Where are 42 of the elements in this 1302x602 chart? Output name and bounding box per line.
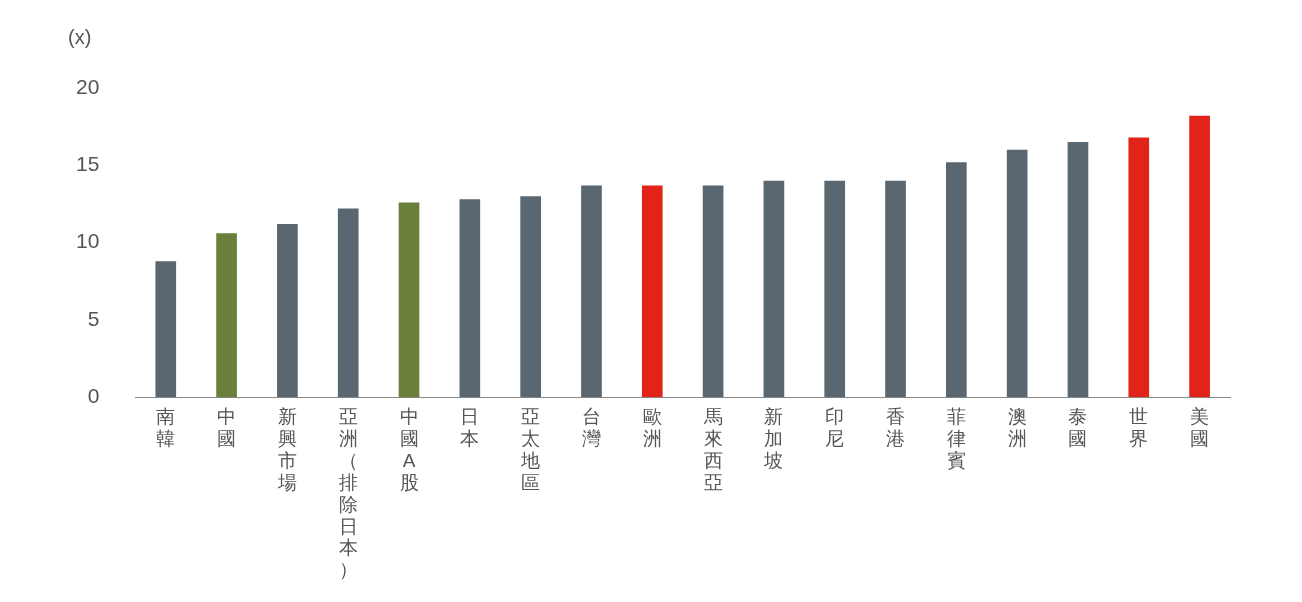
- x-tick-label: 泰國: [1068, 406, 1088, 450]
- bar: [1067, 142, 1089, 398]
- x-tick-label: 印尼: [825, 406, 845, 450]
- y-tick-label: 10: [76, 229, 100, 253]
- y-tick-label: 20: [76, 74, 100, 98]
- bar: [337, 208, 359, 398]
- bar: [277, 224, 298, 398]
- bar: [641, 185, 663, 398]
- x-tick-label: 馬來西亞: [702, 406, 723, 493]
- bar: [459, 199, 481, 398]
- bar: [1189, 115, 1210, 398]
- bar: [581, 185, 602, 398]
- x-tick-label: 亞洲（排除日本）: [338, 406, 358, 581]
- x-tick-label: 台灣: [581, 406, 601, 450]
- bar: [155, 261, 177, 398]
- bar: [763, 180, 785, 398]
- bar: [1128, 137, 1150, 398]
- y-tick-label: 5: [87, 306, 100, 330]
- x-tick-label: 中國: [217, 406, 237, 450]
- x-tick-label: 菲律賓: [946, 406, 966, 472]
- x-tick-label: 亞太地區: [520, 406, 541, 493]
- y-tick-label: 0: [87, 384, 100, 407]
- x-tick-label: 中國A股: [399, 406, 419, 493]
- bar: [946, 162, 967, 398]
- bar: [216, 233, 237, 398]
- bar: [702, 185, 724, 398]
- y-axis-title: (x): [68, 25, 92, 48]
- x-tick-label: 新興市場: [276, 406, 297, 493]
- x-tick-label: 南韓: [156, 406, 176, 450]
- x-tick-label: 日本: [460, 406, 480, 450]
- y-tick-label: 15: [76, 152, 100, 176]
- x-tick-label: 美國: [1190, 406, 1210, 450]
- x-tick-label: 澳洲: [1007, 406, 1027, 450]
- x-tick-label: 歐洲: [642, 406, 662, 450]
- bar: [885, 180, 906, 398]
- x-tick-label: 世界: [1129, 406, 1149, 450]
- x-tick-label: 新加坡: [763, 406, 784, 472]
- bar: [520, 196, 541, 398]
- bar: [1006, 149, 1028, 398]
- bar: [398, 202, 420, 398]
- bar: [824, 180, 846, 398]
- x-tick-label: 香港: [886, 406, 906, 450]
